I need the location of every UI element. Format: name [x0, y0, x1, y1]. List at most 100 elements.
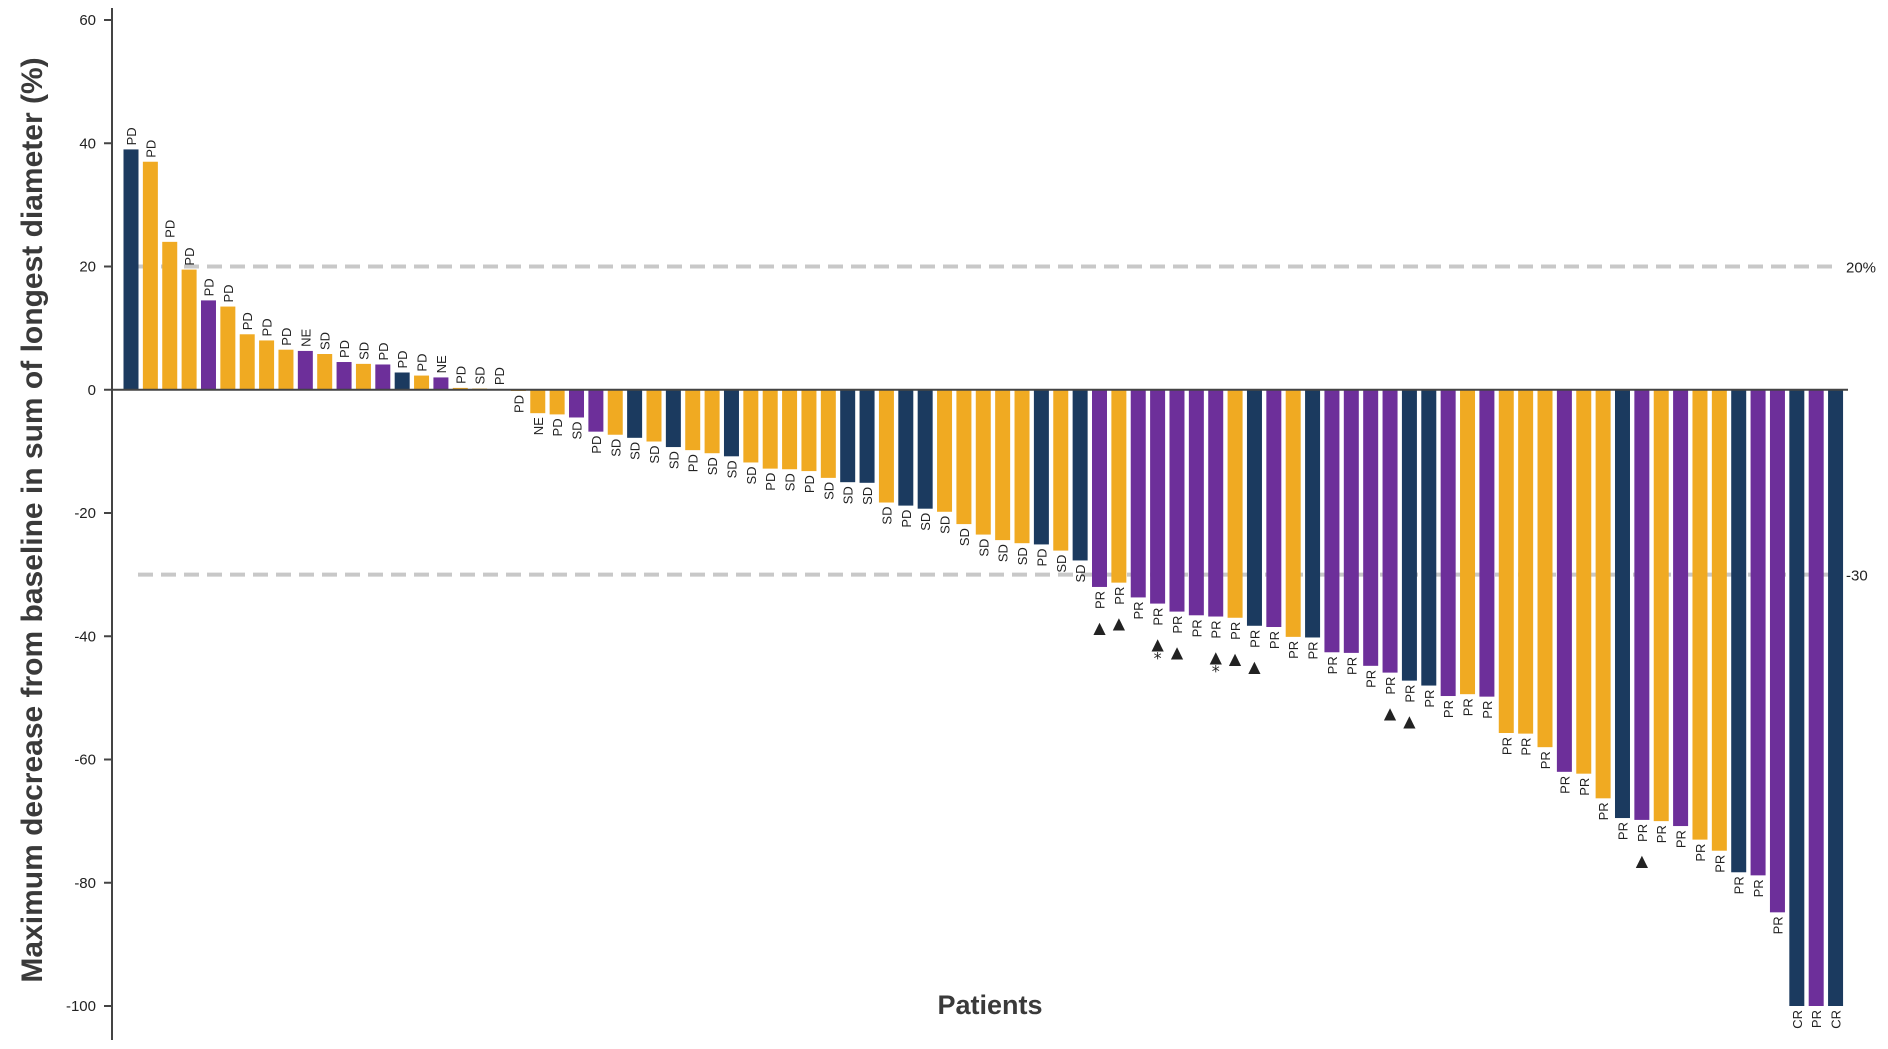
- bar: [917, 389, 933, 509]
- bar: [414, 375, 430, 390]
- bar-response-label: SD: [783, 473, 798, 491]
- bar-response-label: PR: [1441, 700, 1456, 718]
- bar-response-label: SD: [1073, 564, 1088, 582]
- bar: [162, 241, 178, 390]
- bar: [1324, 389, 1340, 653]
- bar: [1634, 389, 1650, 820]
- triangle-marker-icon: ▲: [1248, 657, 1261, 676]
- bars-group: [123, 149, 1844, 1006]
- bar: [1479, 389, 1495, 697]
- bar-response-label: PR: [1577, 778, 1592, 796]
- bar-response-label: PR: [1751, 879, 1766, 897]
- bar-response-label: SD: [356, 342, 371, 360]
- bar-response-label: SD: [744, 466, 759, 484]
- bar: [530, 389, 546, 414]
- bar: [1401, 389, 1417, 681]
- bar-response-label: SD: [976, 539, 991, 557]
- bar-response-label: PR: [1383, 677, 1398, 695]
- bar: [239, 334, 255, 390]
- bar-response-label: PR: [1635, 824, 1650, 842]
- bar-response-label: SD: [938, 516, 953, 534]
- bar: [723, 389, 739, 457]
- bar: [336, 362, 352, 390]
- y-tick-label: -100: [66, 998, 96, 1015]
- bar: [685, 389, 701, 451]
- bar: [820, 389, 836, 478]
- triangle-marker-icon: ▲: [1113, 614, 1126, 633]
- bar: [569, 389, 585, 418]
- bar-response-label: PR: [1422, 690, 1437, 708]
- bar-response-label: PR: [1557, 776, 1572, 794]
- triangle-marker-icon: ▲: [1151, 635, 1164, 654]
- bar-response-label: SD: [570, 421, 585, 439]
- bar-response-label: PR: [1344, 657, 1359, 675]
- bar: [975, 389, 991, 535]
- asterisk-marker-icon: *: [1154, 649, 1162, 668]
- x-axis-title: Patients: [937, 990, 1042, 1020]
- bar: [1518, 389, 1534, 734]
- bar-response-label: SD: [996, 544, 1011, 562]
- bar-response-label: SD: [628, 442, 643, 460]
- bar-response-label: PR: [1228, 622, 1243, 640]
- bar-response-label: PR: [1131, 601, 1146, 619]
- y-ticks-group: 60 40 20 0 -20 -40 -60 -80 -100: [66, 12, 112, 1015]
- y-tick-label: 60: [79, 12, 96, 29]
- triangle-marker-icon: ▲: [1210, 648, 1223, 667]
- bar: [1692, 389, 1708, 840]
- bar-response-label: PR: [1402, 685, 1417, 703]
- bar-response-label: SD: [879, 507, 894, 525]
- bar-response-label: PD: [163, 220, 178, 238]
- bar: [123, 149, 139, 390]
- bar-response-label: PR: [1674, 830, 1689, 848]
- bar: [200, 300, 216, 390]
- bar-response-label: PR: [1151, 608, 1166, 626]
- bar: [394, 372, 410, 390]
- bar-response-label: PR: [1499, 737, 1514, 755]
- reference-line-label: 20%: [1846, 260, 1876, 277]
- triangle-marker-icon: ▲: [1171, 643, 1184, 662]
- bar-response-label: SD: [724, 460, 739, 478]
- bar: [743, 389, 759, 463]
- bar-response-label: PD: [376, 342, 391, 360]
- bar: [220, 306, 236, 390]
- reference-line-label: -30: [1846, 568, 1868, 585]
- bar: [1092, 389, 1107, 587]
- y-tick-label: -20: [74, 505, 96, 522]
- bar: [1266, 389, 1282, 628]
- bar-response-label: PR: [1209, 621, 1224, 639]
- bar-response-label: PR: [1112, 587, 1127, 605]
- bar-response-label: PD: [899, 510, 914, 528]
- bar-response-label: PR: [1170, 616, 1185, 634]
- bar-response-label: SD: [608, 439, 623, 457]
- y-tick-label: -40: [74, 628, 96, 645]
- bar-response-label: PR: [1364, 670, 1379, 688]
- bar-response-label: PR: [1461, 698, 1476, 716]
- bar: [878, 389, 894, 503]
- bar-response-label: PR: [1306, 641, 1321, 659]
- y-tick-label: 40: [79, 135, 96, 152]
- bar: [1595, 389, 1611, 799]
- bar-response-label: PD: [453, 366, 468, 384]
- y-tick-label: -80: [74, 875, 96, 892]
- bar: [297, 350, 313, 390]
- bar-response-label: PD: [337, 340, 352, 358]
- bar-response-label: NE: [298, 329, 313, 347]
- y-tick-label: -60: [74, 752, 96, 769]
- bar: [1673, 389, 1689, 827]
- bar-response-label: SD: [841, 486, 856, 504]
- bar-response-label: PR: [1325, 656, 1340, 674]
- bar: [1246, 389, 1262, 626]
- bar-response-label: PR: [1519, 738, 1534, 756]
- bar: [1305, 389, 1321, 638]
- bar-response-label: CR: [1829, 1010, 1844, 1029]
- bar-response-label: PR: [1480, 701, 1495, 719]
- bar: [627, 389, 643, 438]
- bar-response-label: SD: [473, 366, 488, 384]
- bar-response-label: SD: [860, 487, 875, 505]
- bar: [1014, 389, 1030, 544]
- bar: [1227, 389, 1243, 618]
- bar: [433, 377, 449, 390]
- bar-response-label: PR: [1770, 916, 1785, 934]
- bar-response-label: PR: [1712, 855, 1727, 873]
- bar: [1556, 389, 1572, 772]
